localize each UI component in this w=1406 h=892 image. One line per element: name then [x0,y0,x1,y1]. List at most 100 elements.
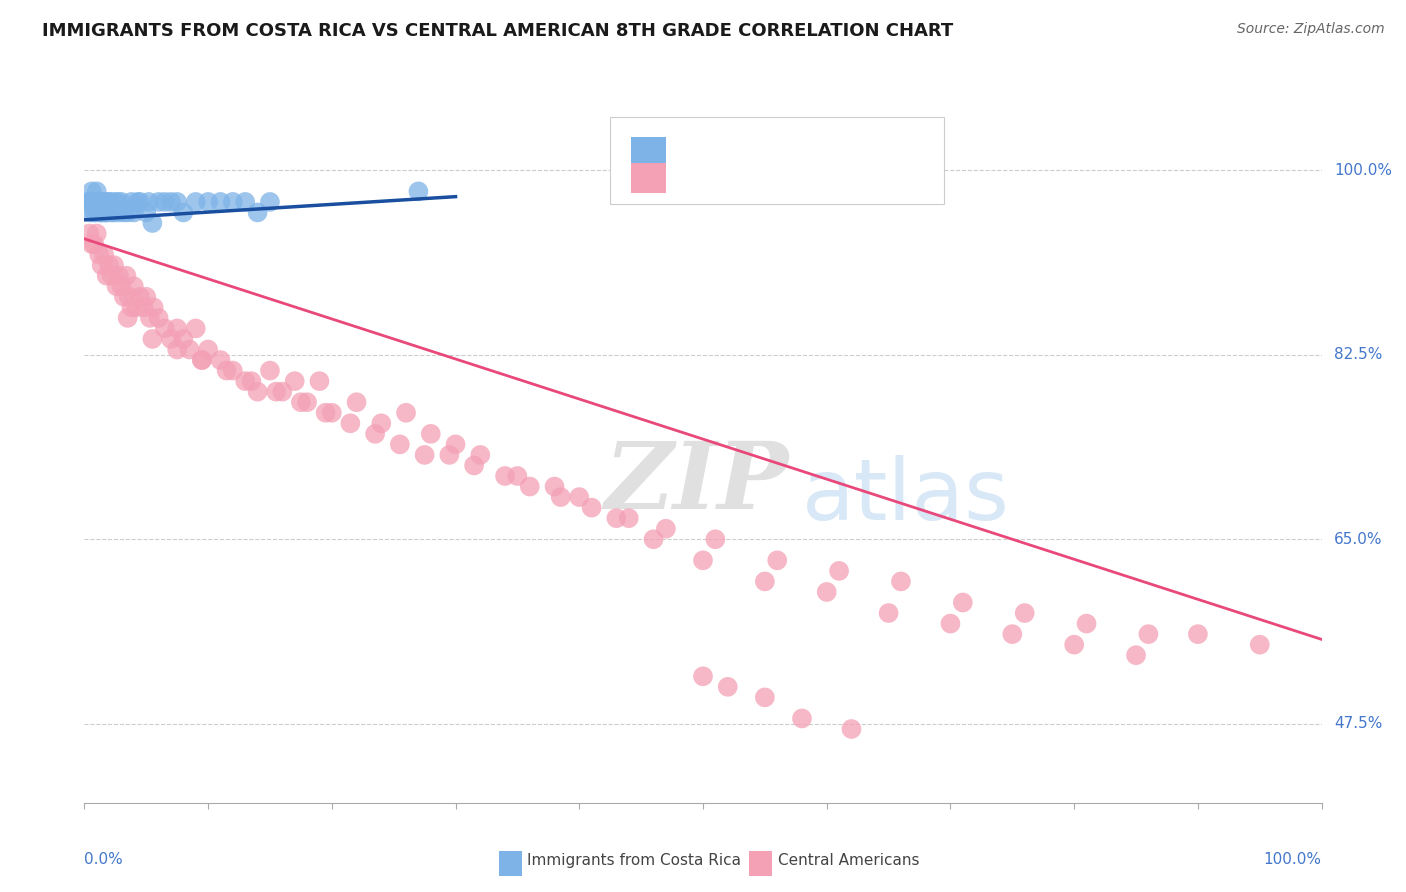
Point [1187,627,1209,641]
Point [89,194,111,209]
Point [209,353,232,368]
Point [153,321,176,335]
Point [103,258,125,272]
Point [129,194,152,209]
Point [142,301,165,315]
Point [122,279,145,293]
Point [1125,648,1147,663]
Point [138,194,160,209]
Point [90,258,112,272]
Point [1014,606,1036,620]
Point [98,194,121,209]
Point [166,321,188,335]
Point [90,205,112,219]
Point [135,290,157,304]
Point [346,395,368,409]
Text: Source: ZipAtlas.com: Source: ZipAtlas.com [1237,22,1385,37]
Point [240,374,263,388]
Point [127,194,149,209]
Point [129,290,152,304]
Point [259,363,281,377]
Point [877,606,900,620]
Point [222,363,245,377]
Point [841,722,863,736]
Point [233,194,256,209]
Point [815,585,838,599]
Point [339,417,361,431]
Point [107,194,129,209]
Point [82,194,104,209]
Point [84,194,107,209]
Point [692,669,714,683]
Point [117,205,139,219]
Text: Immigrants from Costa Rica: Immigrants from Costa Rica [527,854,741,868]
Point [108,205,131,219]
Point [370,417,392,431]
Point [617,511,640,525]
Point [100,205,122,219]
Point [550,490,572,504]
Point [79,194,101,209]
Text: 82.5%: 82.5% [1334,347,1382,362]
Text: atlas: atlas [801,455,1010,538]
Point [246,205,269,219]
Text: IMMIGRANTS FROM COSTA RICA VS CENTRAL AMERICAN 8TH GRADE CORRELATION CHART: IMMIGRANTS FROM COSTA RICA VS CENTRAL AM… [42,22,953,40]
Point [87,194,110,209]
Text: 65.0%: 65.0% [1334,532,1382,547]
Point [215,363,238,377]
Point [117,310,139,325]
Point [96,268,118,283]
Point [568,490,591,504]
Point [125,301,148,315]
Point [790,711,813,725]
Point [86,194,108,209]
Point [191,353,214,368]
Point [388,437,411,451]
Point [233,374,256,388]
Text: 100.0%: 100.0% [1264,852,1322,866]
Point [828,564,851,578]
Point [506,469,529,483]
Point [766,553,789,567]
Point [308,374,330,388]
Text: ZIP: ZIP [605,438,789,528]
Point [419,426,441,441]
Point [754,690,776,705]
Point [79,205,101,219]
Point [197,194,219,209]
Point [890,574,912,589]
Point [118,290,141,304]
Point [179,343,201,357]
Point [83,205,105,219]
Point [89,247,111,261]
Text: R = 0.364    N = 52: R = 0.364 N = 52 [681,141,872,161]
Point [413,448,436,462]
Point [191,353,214,368]
Point [83,237,105,252]
Point [364,426,387,441]
Point [79,227,101,241]
Point [952,595,974,609]
Point [295,395,318,409]
Point [90,205,112,219]
Point [209,194,232,209]
Point [444,437,467,451]
Point [93,194,115,209]
Point [1249,638,1271,652]
Point [141,216,163,230]
Point [395,406,418,420]
Point [222,194,245,209]
Point [105,279,128,293]
Point [246,384,269,399]
Point [160,194,183,209]
Point [643,533,665,547]
Point [132,301,155,315]
Point [120,194,142,209]
Point [93,205,115,219]
Point [100,268,122,283]
Point [160,332,183,346]
Point [148,194,170,209]
Point [86,185,108,199]
Point [148,310,170,325]
Point [108,268,131,283]
